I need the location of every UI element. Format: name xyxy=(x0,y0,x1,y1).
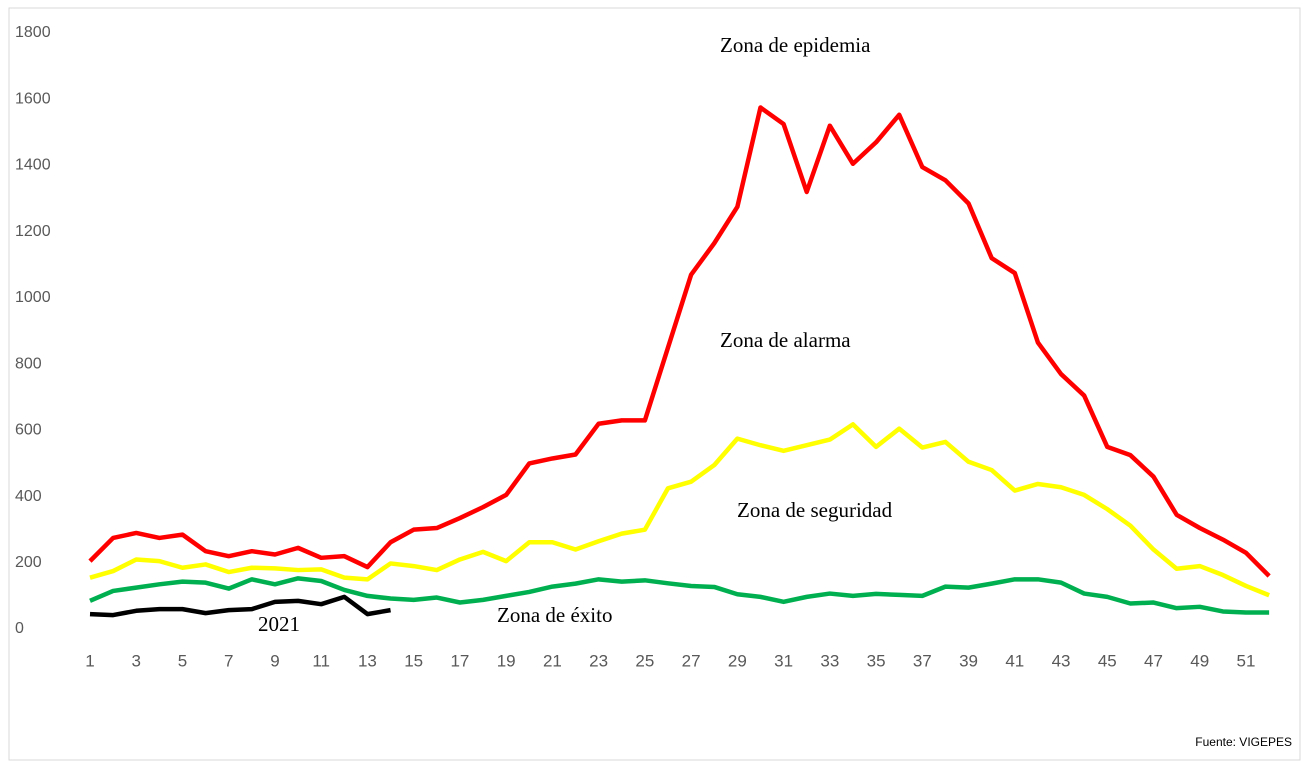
x-tick-label: 35 xyxy=(867,651,886,670)
series-line xyxy=(88,105,1271,578)
x-tick-label: 51 xyxy=(1237,651,1256,670)
x-tick-label: 9 xyxy=(270,651,279,670)
x-tick-label: 5 xyxy=(178,651,187,670)
x-tick-label: 41 xyxy=(1005,651,1024,670)
x-tick-label: 31 xyxy=(774,651,793,670)
series-line xyxy=(89,422,1270,598)
x-tick-label: 47 xyxy=(1144,651,1163,670)
y-tick-label: 600 xyxy=(15,422,42,439)
x-tick-label: 17 xyxy=(450,651,469,670)
x-tick-label: 43 xyxy=(1052,651,1071,670)
x-tick-label: 27 xyxy=(682,651,701,670)
annotation: Zona de éxito xyxy=(497,603,612,627)
x-tick-label: 11 xyxy=(312,651,330,670)
y-tick-label: 200 xyxy=(15,554,42,571)
x-tick-label: 37 xyxy=(913,651,932,670)
series-line xyxy=(89,594,391,618)
x-tick-label: 39 xyxy=(959,651,978,670)
x-tick-label: 33 xyxy=(820,651,839,670)
y-tick-label: 800 xyxy=(15,355,42,372)
annotation: Zona de alarma xyxy=(720,328,851,352)
x-tick-label: 29 xyxy=(728,651,747,670)
y-tick-label: 1000 xyxy=(15,289,51,306)
x-tick-label: 19 xyxy=(497,651,516,670)
x-tick-label: 49 xyxy=(1190,651,1209,670)
annotation: 2021 xyxy=(258,612,300,636)
x-tick-label: 13 xyxy=(358,651,377,670)
x-tick-label: 15 xyxy=(404,651,423,670)
annotation: Zona de epidemia xyxy=(720,33,871,57)
series-line xyxy=(89,576,1270,615)
chart-border xyxy=(8,7,1301,761)
y-tick-label: 400 xyxy=(15,488,42,505)
x-tick-label: 3 xyxy=(132,651,141,670)
y-tick-label: 1800 xyxy=(15,24,51,41)
x-tick-label: 25 xyxy=(635,651,654,670)
y-tick-label: 1400 xyxy=(15,157,51,174)
source: Fuente: VIGEPES xyxy=(1195,735,1292,749)
x-tick-label: 21 xyxy=(543,651,562,670)
x-tick-label: 7 xyxy=(224,651,233,670)
y-tick-label: 1600 xyxy=(15,90,51,107)
y-tick-label: 1200 xyxy=(15,223,51,240)
annotation: Zona de seguridad xyxy=(737,498,893,522)
x-tick-label: 1 xyxy=(85,651,94,670)
y-tick-label: 0 xyxy=(15,620,24,637)
x-tick-label: 45 xyxy=(1098,651,1117,670)
x-tick-label: 23 xyxy=(589,651,608,670)
